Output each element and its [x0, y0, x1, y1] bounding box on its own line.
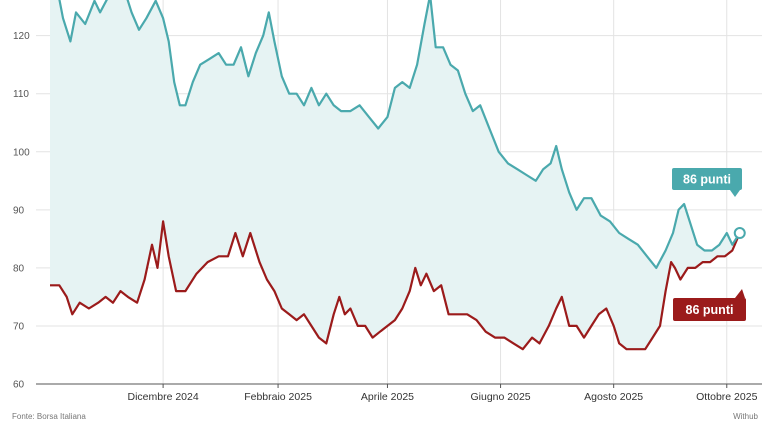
x-tick-label-1: Febbraio 2025 — [244, 391, 312, 403]
series-red-line — [50, 220, 741, 351]
y-tick-80: 80 — [13, 263, 25, 274]
x-tick-label-2: Aprile 2025 — [361, 391, 414, 403]
red-end-label-text: 86 punti — [686, 303, 734, 317]
x-tick-label-0: Dicembre 2024 — [128, 391, 199, 403]
source-note: Fonte: Borsa Italiana — [12, 412, 86, 421]
y-tick-120: 120 — [13, 31, 30, 42]
y-tick-90: 90 — [13, 205, 25, 216]
teal-end-label-text: 86 punti — [683, 173, 731, 187]
series-gap-area — [50, 0, 740, 350]
series-teal-end-marker — [733, 227, 746, 240]
x-axis-ticks: Dicembre 2024 Febbraio 2025 Aprile 2025 Giu… — [128, 384, 758, 403]
series-areas — [50, 0, 740, 350]
teal-end-label-box — [672, 168, 742, 190]
y-tick-60: 60 — [13, 380, 25, 391]
red-end-label-pointer — [735, 289, 745, 298]
x-tick-label-4: Agosto 2025 — [584, 391, 643, 403]
teal-end-label: 86 punti — [672, 168, 742, 197]
x-tick-label-5: Ottobre 2025 — [696, 391, 757, 403]
teal-end-label-pointer — [730, 190, 740, 197]
y-axis-ticks: 60 70 80 90 100 110 120 — [13, 31, 30, 390]
red-end-label-box — [673, 298, 746, 321]
series-teal-line — [58, 0, 741, 269]
x-tick-label-3: Giugno 2025 — [470, 391, 530, 403]
credit-note: Withub — [733, 412, 758, 421]
y-tick-70: 70 — [13, 321, 25, 332]
red-end-label: 86 punti — [673, 289, 746, 321]
y-tick-100: 100 — [13, 147, 30, 158]
series-lines — [50, 0, 746, 351]
y-tick-110: 110 — [13, 89, 29, 100]
